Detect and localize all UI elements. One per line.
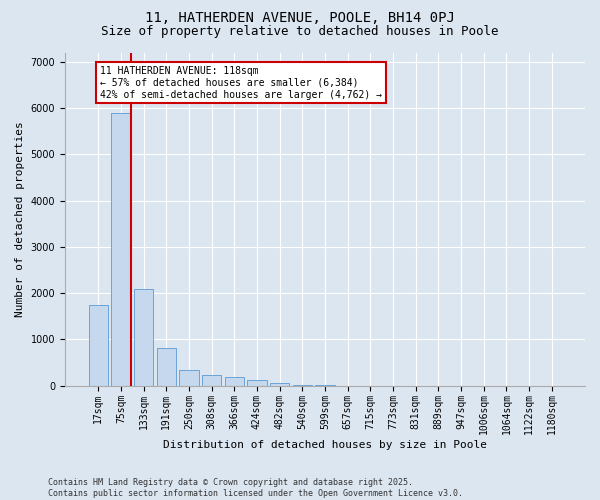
Bar <box>179 370 199 386</box>
Bar <box>202 375 221 386</box>
Text: 11, HATHERDEN AVENUE, POOLE, BH14 0PJ: 11, HATHERDEN AVENUE, POOLE, BH14 0PJ <box>145 11 455 25</box>
Bar <box>293 384 312 386</box>
Bar <box>89 304 108 386</box>
Text: Contains HM Land Registry data © Crown copyright and database right 2025.
Contai: Contains HM Land Registry data © Crown c… <box>48 478 463 498</box>
Bar <box>157 348 176 386</box>
Bar <box>270 383 289 386</box>
Text: 11 HATHERDEN AVENUE: 118sqm
← 57% of detached houses are smaller (6,384)
42% of : 11 HATHERDEN AVENUE: 118sqm ← 57% of det… <box>100 66 382 100</box>
Bar <box>134 288 153 386</box>
Bar <box>247 380 266 386</box>
Bar <box>224 378 244 386</box>
Text: Size of property relative to detached houses in Poole: Size of property relative to detached ho… <box>101 25 499 38</box>
X-axis label: Distribution of detached houses by size in Poole: Distribution of detached houses by size … <box>163 440 487 450</box>
Bar <box>111 112 130 386</box>
Y-axis label: Number of detached properties: Number of detached properties <box>15 121 25 317</box>
